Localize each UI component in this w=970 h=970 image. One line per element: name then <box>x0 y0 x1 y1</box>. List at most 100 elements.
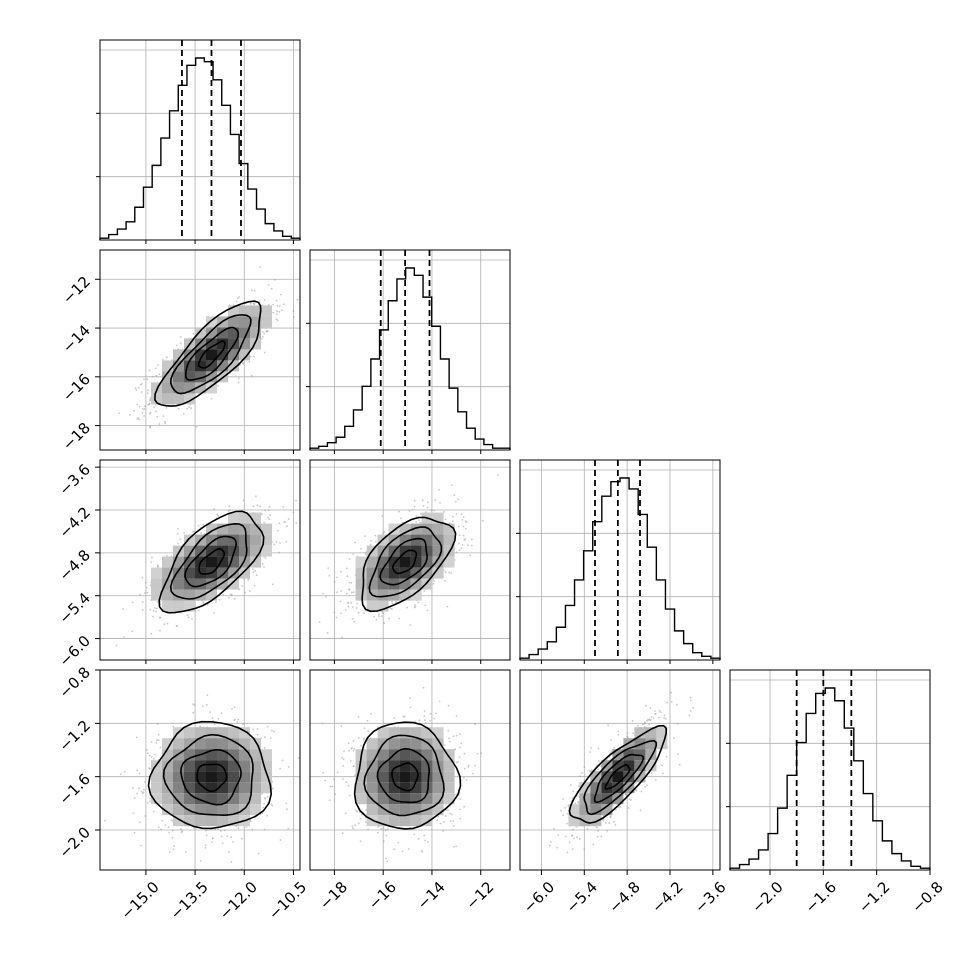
scatter-point <box>164 420 166 423</box>
scatter-point <box>252 302 255 304</box>
scatter-point <box>206 694 209 697</box>
scatter-point <box>383 531 386 533</box>
density-cell <box>250 804 261 816</box>
scatter-point <box>454 500 457 503</box>
density-cell <box>239 305 250 317</box>
scatter-point <box>168 831 171 834</box>
scatter-point <box>145 749 148 751</box>
density-cell <box>162 578 173 590</box>
scatter-point <box>206 703 208 706</box>
density-cell <box>228 815 239 827</box>
density-cell <box>432 523 444 535</box>
density-cell <box>228 760 239 772</box>
histogram-panel-2 <box>516 459 721 661</box>
scatter-point <box>268 518 271 520</box>
scatter-point <box>364 535 366 538</box>
scatter-point <box>369 543 372 546</box>
density-cell <box>261 749 272 761</box>
scatter-point <box>377 615 380 617</box>
density-cell <box>228 512 239 524</box>
density-cell <box>195 371 206 383</box>
density-cell <box>443 556 455 568</box>
scatter-point <box>263 299 266 302</box>
density-cell <box>195 804 206 816</box>
density-cell <box>377 600 389 612</box>
scatter-point <box>242 723 244 725</box>
scatter-point <box>395 600 397 603</box>
scatter-point <box>137 416 140 419</box>
scatter-point <box>202 523 205 526</box>
axes-frame <box>309 249 511 451</box>
scatter-point <box>427 501 429 504</box>
scatter-point <box>230 593 233 596</box>
scatter-point <box>241 585 244 587</box>
density-cell <box>173 793 184 805</box>
scatter-point <box>146 378 149 381</box>
scatter-point <box>280 293 282 296</box>
density-cell <box>173 782 184 794</box>
scatter-point <box>175 625 178 627</box>
scatter-point <box>237 297 239 300</box>
density-cell <box>173 371 184 383</box>
scatter-point <box>233 597 236 600</box>
scatter-point <box>413 499 416 502</box>
scatter-point <box>335 616 338 619</box>
scatter-point <box>328 574 331 577</box>
scatter-point <box>458 549 461 551</box>
scatter-point <box>166 356 168 359</box>
density-cell <box>195 360 206 372</box>
scatter-point <box>220 712 223 714</box>
contour-line <box>379 537 428 586</box>
scatter-point <box>182 413 185 415</box>
density-cell <box>228 316 239 328</box>
scatter-point <box>217 718 220 720</box>
density-cell <box>184 393 195 405</box>
scatter-point <box>192 827 195 829</box>
scatter-point <box>339 600 342 603</box>
scatter-point <box>453 494 456 496</box>
density-cell <box>184 760 195 772</box>
scatter-point <box>336 591 338 594</box>
scatter-point <box>432 578 434 581</box>
scatter-point <box>272 311 275 314</box>
scatter-point <box>119 773 122 775</box>
scatter-point <box>150 756 153 758</box>
scatter-point <box>393 848 396 851</box>
density-cell <box>239 727 250 739</box>
scatter-point <box>151 375 154 378</box>
density-cell <box>239 327 250 339</box>
density-cell <box>421 567 433 579</box>
density-cell <box>239 534 250 546</box>
density-cell <box>195 382 206 394</box>
scatter-point <box>259 505 261 508</box>
scatter-point <box>256 504 259 507</box>
scatter-point <box>345 567 348 570</box>
density-cell <box>184 545 195 557</box>
scatter-point <box>297 757 300 759</box>
scatter-point <box>180 828 182 831</box>
scatter-point <box>406 606 408 609</box>
scatter-point <box>138 787 140 790</box>
scatter-point <box>327 567 330 570</box>
density-cell <box>228 305 239 317</box>
scatter-point <box>409 706 412 709</box>
scatter-point <box>382 532 385 535</box>
density-cell <box>151 771 162 783</box>
scatter-point <box>460 742 463 745</box>
density-cell <box>355 567 367 579</box>
scatter-point <box>276 319 279 322</box>
density-cell <box>239 771 250 783</box>
density-cell <box>228 727 239 739</box>
scatter-point <box>124 770 126 773</box>
scatter-point <box>228 505 231 507</box>
scatter-point <box>204 846 207 849</box>
scatter-point <box>133 797 136 799</box>
scatter-point <box>281 309 283 312</box>
density-cell <box>162 749 173 761</box>
density-cell <box>366 600 378 612</box>
scatter-point <box>233 706 236 709</box>
scatter-point <box>252 355 255 358</box>
scatter-point <box>275 318 278 321</box>
scatter-point <box>420 512 422 515</box>
density-cell <box>184 349 195 361</box>
